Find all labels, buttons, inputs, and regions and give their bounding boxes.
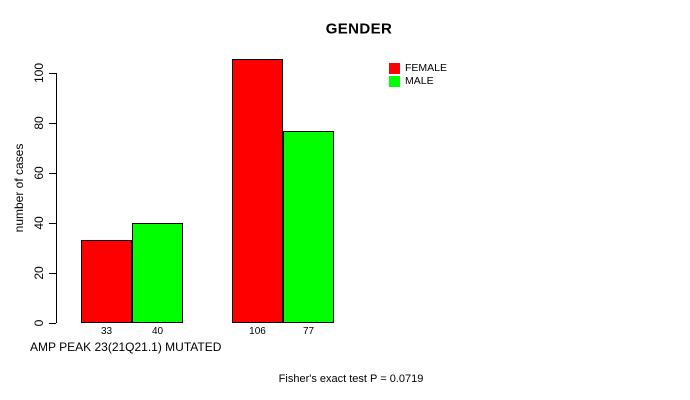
y-tick-label: 40: [32, 216, 46, 230]
legend-row-female: FEMALE: [389, 62, 447, 74]
bar-value-label: 40: [151, 326, 164, 337]
y-tick: [49, 273, 56, 274]
bar-value-label: 33: [100, 326, 113, 337]
footnote-stat-test: Fisher's exact test P = 0.0719: [278, 373, 424, 385]
bar-female-group1: [81, 240, 132, 323]
x-axis-label: AMP PEAK 23(21Q21.1) MUTATED: [30, 340, 222, 354]
bar-male-group1: [132, 223, 183, 323]
bar-female-group2: [232, 59, 283, 323]
bar-value-label: 106: [249, 326, 266, 337]
bar-male-group2: [283, 131, 334, 323]
y-tick-label: 60: [32, 166, 46, 180]
y-tick: [49, 123, 56, 124]
legend-label: FEMALE: [405, 62, 448, 74]
y-tick: [49, 323, 56, 324]
y-axis-label: number of cases: [12, 143, 26, 233]
y-tick-label: 80: [32, 116, 46, 130]
y-tick-label: 20: [32, 266, 46, 280]
y-axis-line: [56, 73, 57, 323]
legend-swatch-male: [389, 75, 400, 87]
y-tick: [49, 73, 56, 74]
y-tick: [49, 223, 56, 224]
legend-label: MALE: [405, 75, 434, 87]
y-tick-label: 0: [32, 319, 46, 327]
legend: FEMALE MALE: [389, 62, 447, 88]
bar-value-label: 77: [302, 326, 315, 337]
y-tick: [49, 173, 56, 174]
legend-swatch-female: [389, 62, 400, 74]
legend-row-male: MALE: [389, 75, 447, 87]
y-tick-label: 100: [32, 62, 46, 84]
chart-title: GENDER: [325, 20, 393, 38]
